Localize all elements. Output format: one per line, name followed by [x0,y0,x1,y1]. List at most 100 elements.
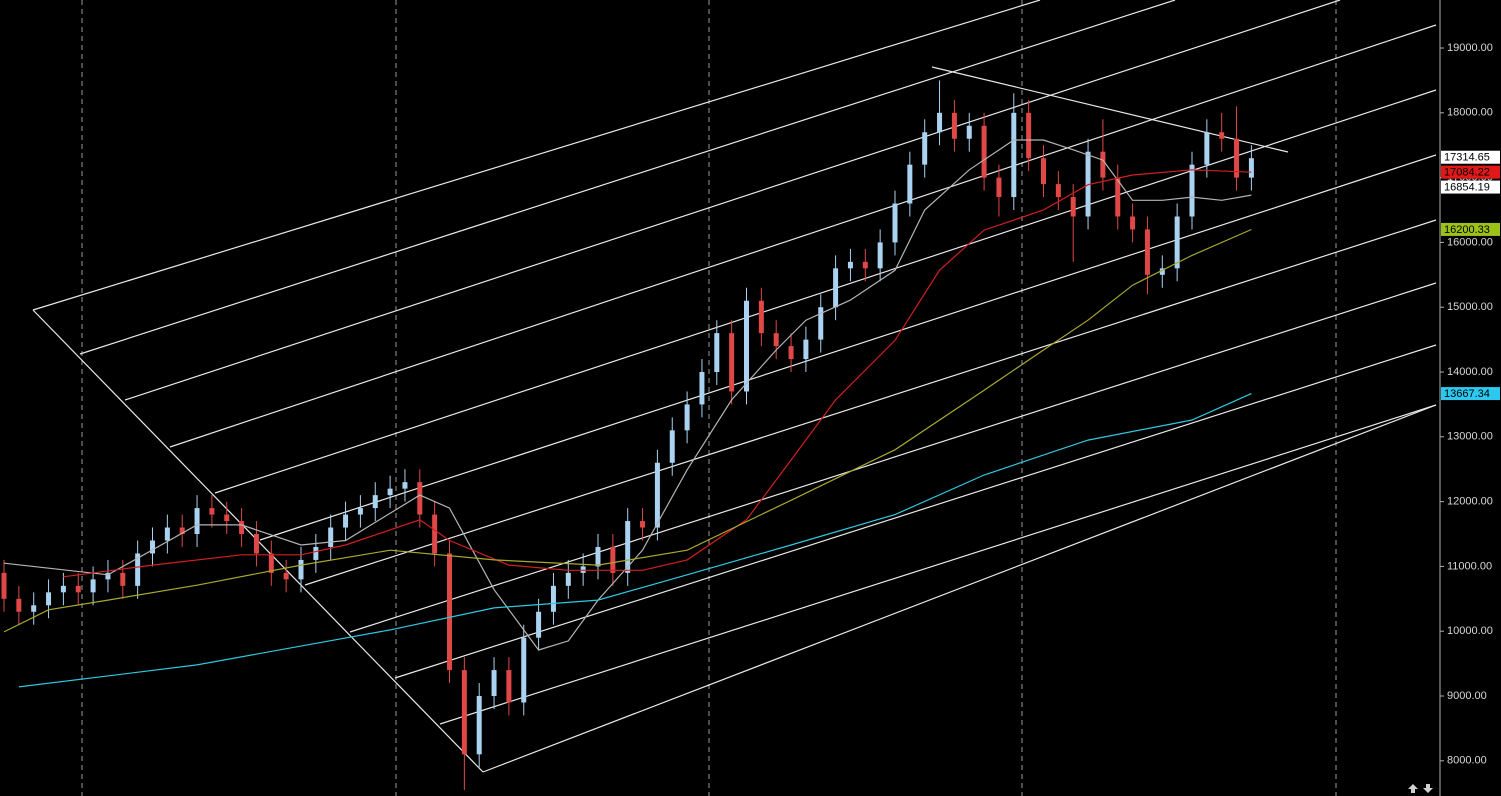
candle-body [135,553,141,586]
candle-body [1174,216,1180,269]
candle-body [640,521,646,528]
y-tick-label: 8000.00 [1447,755,1487,767]
candle-body [313,546,319,560]
candle-body [1041,158,1046,185]
candle-body [580,566,586,573]
candle-body [729,333,735,392]
candle-body [788,346,794,360]
candle-body [1234,138,1240,178]
candle-body [951,112,957,139]
candle-body [862,261,868,269]
pitchfork [32,0,1437,773]
candle-body [758,300,764,334]
y-tick-label: 14000.00 [1447,366,1493,378]
candle-body [1144,229,1150,275]
pitchfork-line [214,89,1437,494]
arrow-down[interactable] [1423,784,1433,793]
candle-body [16,598,22,612]
price-tag [1441,180,1500,194]
candle-body [1159,268,1165,275]
trend-line [931,66,1289,153]
pitchfork-line [124,0,1341,401]
candle-body [654,462,660,528]
candle-body [209,508,215,515]
candle-body [90,579,96,593]
time-grid [81,0,1337,796]
candle-body [372,495,378,509]
candle-body [1,572,7,599]
candle-body [387,488,393,496]
candle-body [1189,164,1195,217]
candle-body [937,112,943,133]
candle-body [491,670,497,697]
candle-body [803,339,809,360]
candle-body [343,514,349,528]
candle-body [402,482,408,489]
moving-average [3,139,1252,651]
candle-body [595,546,601,567]
candle-body [892,203,898,243]
candle-body [224,514,230,522]
candle-body [521,637,527,703]
pitchfork-line [79,0,1176,355]
price-tag [1441,222,1500,236]
y-tick-label: 9000.00 [1447,690,1487,702]
candle-body [506,670,512,703]
price-tag-label: 17084.22 [1444,167,1490,179]
candle-body [996,177,1002,198]
pitchfork-line [439,404,1437,725]
price-tag-label: 16200.33 [1444,224,1490,236]
moving-average [18,393,1252,688]
candle-body [60,585,66,593]
pitchfork-line [394,344,1437,679]
y-tick-label: 13000.00 [1447,431,1493,443]
candle-body [447,553,452,671]
candle-body [31,605,37,612]
candle-body [1026,112,1032,159]
candle-body [847,261,853,269]
y-tick-label: 12000.00 [1447,496,1493,508]
candle-body [1115,177,1121,217]
arrow-up[interactable] [1408,784,1418,793]
candle-body [744,300,749,392]
candle-body [328,527,334,547]
candle-body [818,307,824,340]
candle-body [981,125,987,178]
candle-body [877,242,883,269]
candle-body [164,527,170,541]
candle-body [1055,184,1061,198]
candle-body [179,527,185,535]
candle-body [833,268,839,308]
y-tick-label: 16000.00 [1447,236,1493,248]
y-tick-label: 15000.00 [1447,301,1493,313]
candle-body [120,572,126,586]
moving-average [63,169,1252,578]
price-tag-label: 17314.65 [1444,152,1490,164]
candle-body [907,164,913,204]
price-tag [1441,387,1500,401]
candle-body [565,572,571,586]
axis: 8000.00 9000.00 10000.00 11000.00 12000.00 13… [1440,42,1500,767]
pitchfork-line [259,154,1437,541]
candle-body [283,572,289,580]
candle-body [298,559,304,580]
candle-body [966,125,972,139]
candle-body [417,482,423,515]
candle-body [1070,197,1076,217]
candle-body [714,333,720,373]
price-tag [1441,150,1500,164]
pitchfork-line [169,24,1437,448]
candle-body [610,546,616,573]
candle-body [1100,151,1106,178]
moving-average [3,228,1252,633]
candle-body [357,508,363,515]
candle-body [476,696,482,755]
candle-body [1219,132,1225,139]
y-tick-label: 18000.00 [1447,107,1493,119]
candle-body [105,572,111,580]
scroll-arrows[interactable] [1408,784,1433,793]
candle-body [625,521,631,573]
pitchfork-line [32,0,1041,311]
